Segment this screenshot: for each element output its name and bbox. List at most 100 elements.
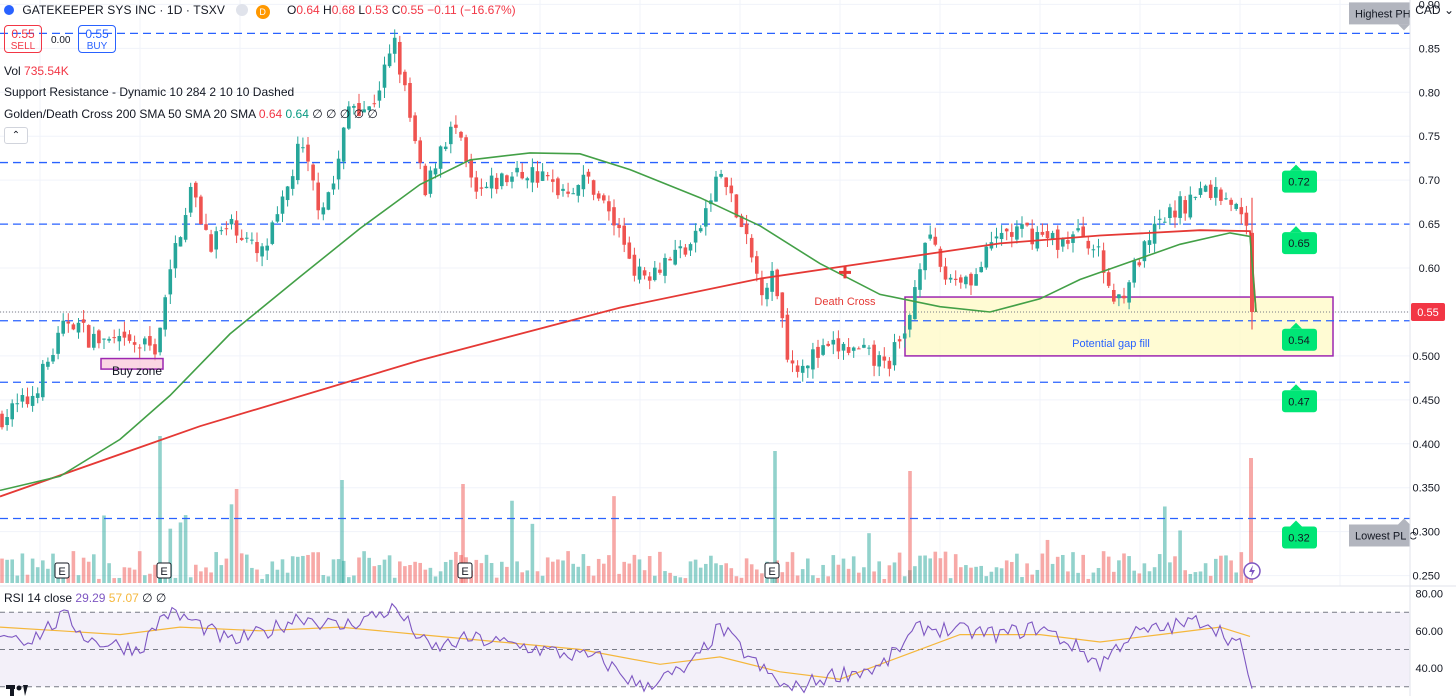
candle-body	[132, 342, 137, 345]
volume-bar	[918, 555, 922, 583]
level-badge-pointer	[1290, 384, 1302, 391]
volume-bar	[535, 571, 540, 583]
volume-bar	[454, 551, 458, 583]
volume-bar	[1203, 563, 1208, 583]
candle-body	[204, 224, 208, 230]
symbol-title[interactable]: GATEKEEPER SYS INC · 1D · TSXV	[22, 3, 225, 17]
candle-body	[449, 126, 453, 145]
candle-body	[1203, 185, 1208, 192]
volume-bar	[545, 557, 550, 583]
volume-bar	[724, 563, 728, 583]
volume-bar	[913, 566, 917, 583]
candle-body	[321, 207, 326, 215]
golden-death-cross-legend[interactable]: Golden/Death Cross 200 SMA 50 SMA 20 SMA…	[4, 107, 378, 121]
candle-body	[1142, 241, 1147, 262]
volume-bar	[581, 554, 586, 583]
earnings-marker[interactable]: E	[54, 562, 70, 579]
candle-body	[872, 344, 876, 366]
candle-body	[270, 222, 275, 244]
candle-body	[1015, 226, 1019, 240]
candle-body	[816, 346, 820, 358]
candle-body	[311, 164, 315, 181]
candle-body	[46, 361, 50, 367]
sma-200-line	[0, 229, 1257, 498]
event-lightning-icon[interactable]	[1243, 562, 1261, 580]
volume-bar	[540, 575, 545, 583]
volume-bar	[882, 578, 887, 583]
currency-selector[interactable]: CAD ⌄	[1415, 3, 1454, 17]
volume-bar	[658, 551, 662, 583]
volume-bar	[1055, 556, 1060, 583]
symbol-header: GATEKEEPER SYS INC · 1D · TSXV D O0.64 H…	[4, 3, 516, 19]
candle-body	[229, 218, 234, 225]
candle-body	[117, 335, 122, 342]
candle-body	[551, 179, 555, 182]
volume-bar	[153, 564, 157, 583]
candle-body	[500, 173, 504, 187]
earnings-marker[interactable]: E	[764, 562, 780, 579]
volume-bar	[1157, 554, 1162, 583]
volume-bar	[387, 555, 392, 583]
candle-body	[964, 276, 968, 285]
volume-bar	[1066, 571, 1070, 583]
candle-body	[556, 178, 560, 196]
buy-button[interactable]: 0.55 BUY	[78, 25, 116, 53]
support-resistance-legend[interactable]: Support Resistance - Dynamic 10 284 2 10…	[4, 85, 295, 99]
volume-bar	[857, 572, 861, 583]
candle-body	[459, 131, 463, 138]
candle-body	[948, 277, 953, 280]
visibility-icon[interactable]	[236, 4, 249, 16]
volume-bar	[821, 564, 825, 583]
earnings-marker[interactable]: E	[457, 562, 473, 579]
volume-bar	[525, 570, 530, 583]
volume-bar	[178, 522, 183, 583]
volume-bar	[938, 558, 943, 583]
earnings-label: E	[160, 566, 167, 578]
volume-bar	[1214, 558, 1218, 583]
candle-body	[887, 360, 892, 369]
volume-bar	[66, 575, 71, 583]
volume-bar	[867, 533, 871, 583]
candle-body	[602, 195, 606, 201]
volume-bar	[851, 556, 856, 583]
volume-bar	[484, 554, 489, 583]
volume-bar	[183, 515, 188, 583]
candle-body	[928, 234, 932, 239]
company-logo-icon	[4, 5, 14, 15]
collapse-legend-button[interactable]: ⌃	[4, 127, 28, 144]
earnings-marker[interactable]: E	[156, 562, 172, 579]
volume-bar	[571, 563, 575, 583]
volume-bar	[1178, 530, 1182, 583]
earnings-box	[457, 562, 473, 579]
volume-legend[interactable]: Vol 735.54K	[4, 64, 69, 78]
candle-body	[867, 347, 871, 349]
chevron-up-icon: ⌃	[11, 130, 21, 141]
candle-body	[173, 243, 178, 269]
volume-bar	[1035, 569, 1040, 583]
candle-body	[1020, 224, 1024, 229]
candle-body	[438, 146, 443, 169]
death-cross-marker-icon	[839, 266, 851, 279]
volume-bar	[41, 560, 45, 583]
volume-bar	[1040, 553, 1045, 583]
volume-bar	[367, 557, 371, 583]
candle-body	[0, 413, 4, 428]
candle-body	[1040, 231, 1045, 235]
pivot-label: Highest PH	[1349, 2, 1411, 31]
ohlc-readout: O0.64 H0.68 L0.53 C0.55 −0.11 (−16.67%)	[286, 3, 516, 17]
candle-body	[1117, 294, 1121, 299]
volume-bar	[795, 575, 800, 583]
candle-body	[92, 333, 96, 348]
candle-body	[984, 246, 989, 268]
volume-bar	[500, 561, 504, 583]
volume-bar	[1198, 571, 1203, 583]
candle-body	[1219, 189, 1223, 201]
candle-body	[959, 277, 963, 283]
volume-bar	[943, 551, 948, 583]
candle-body	[642, 270, 647, 276]
candle-body	[1045, 231, 1050, 239]
price-tick-label: 0.300	[1412, 527, 1440, 539]
rsi-legend[interactable]: RSI 14 close 29.29 57.07 ∅ ∅	[4, 591, 167, 605]
sell-button[interactable]: 0.55 SELL	[4, 25, 42, 53]
